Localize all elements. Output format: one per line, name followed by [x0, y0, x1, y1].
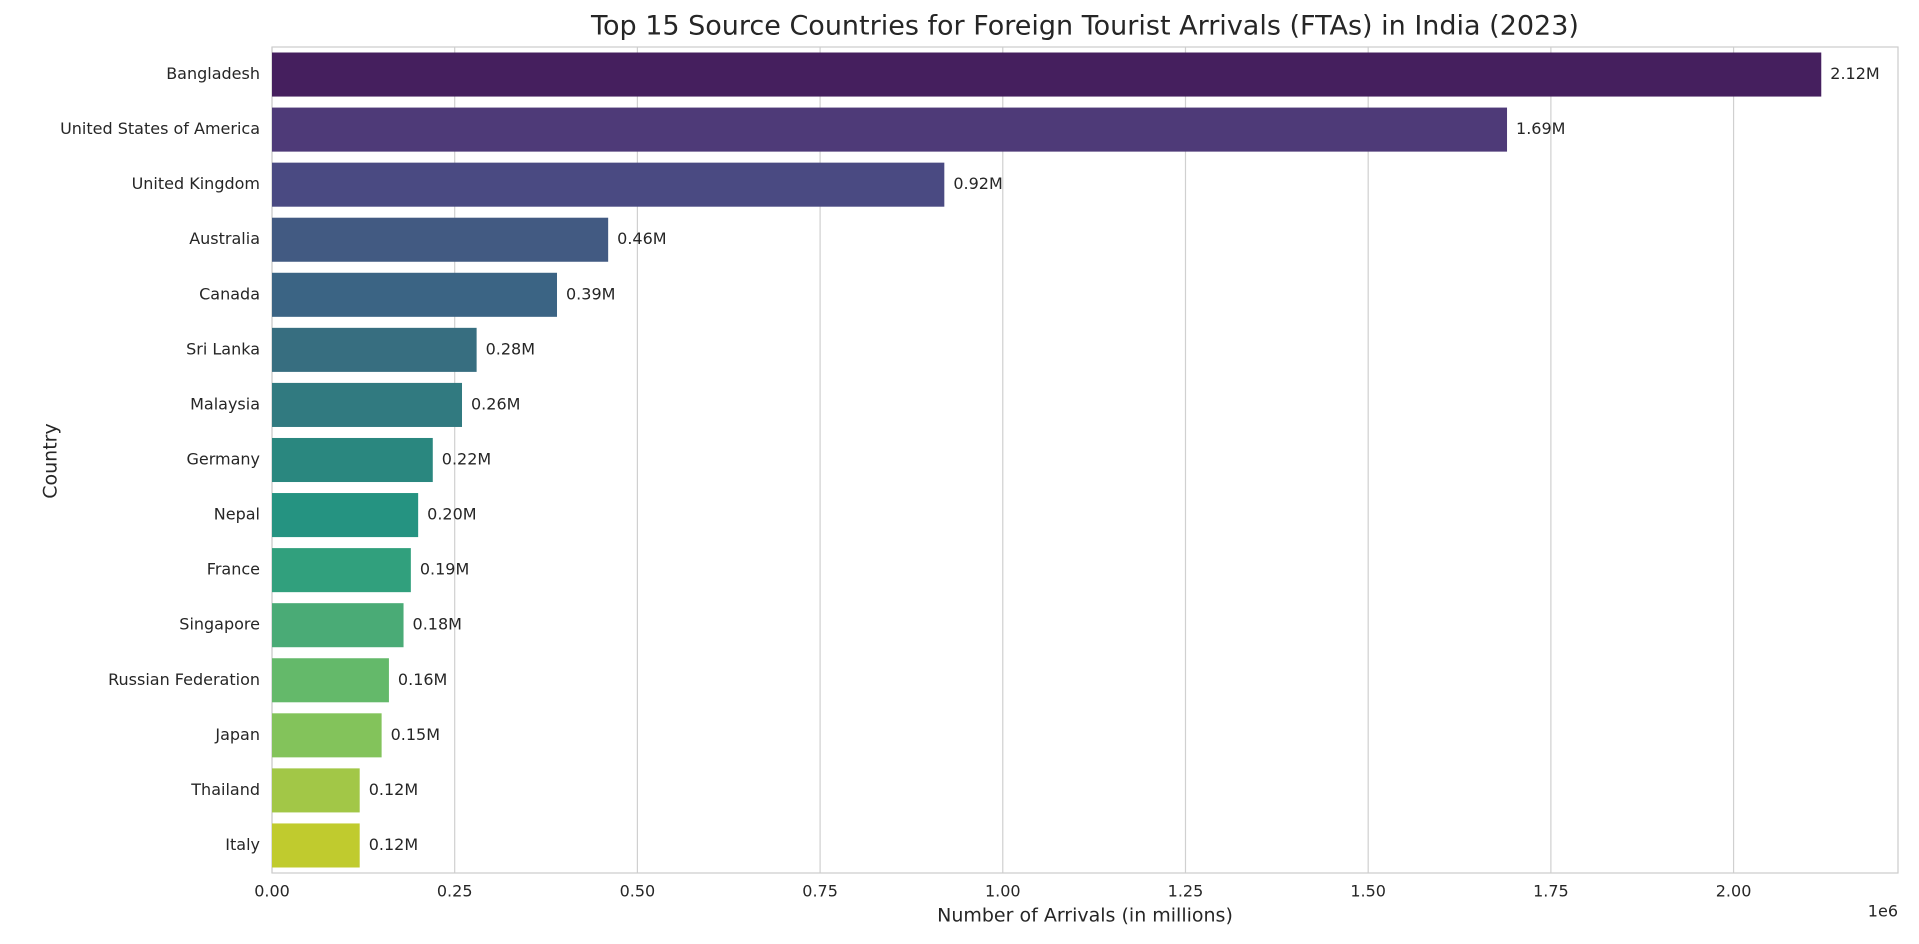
y-tick-label: France	[207, 560, 260, 579]
bar	[272, 603, 404, 648]
value-label: 0.18M	[413, 615, 462, 634]
bar	[272, 272, 558, 317]
value-label: 0.19M	[420, 560, 469, 579]
x-axis-label: Number of Arrivals (in millions)	[937, 905, 1233, 927]
value-label: 0.12M	[369, 835, 418, 854]
value-label: 0.22M	[442, 450, 491, 469]
x-tick-label: 1.25	[1168, 882, 1204, 901]
y-tick-label: Bangladesh	[166, 64, 260, 83]
x-tick-label: 0.50	[620, 882, 656, 901]
y-tick-label: Singapore	[179, 615, 260, 634]
x-offset-label: 1e6	[1868, 902, 1898, 921]
value-label: 2.12M	[1830, 64, 1879, 83]
bar	[272, 823, 360, 868]
value-label: 0.28M	[486, 339, 535, 358]
y-tick-label: Russian Federation	[108, 670, 260, 689]
bar	[272, 382, 463, 427]
x-tick-label: 2.00	[1716, 882, 1752, 901]
value-label: 1.69M	[1516, 119, 1565, 138]
bar	[272, 768, 360, 813]
y-tick-label: Italy	[225, 835, 260, 854]
bar	[272, 437, 433, 483]
y-tick-label: Sri Lanka	[186, 339, 260, 358]
y-tick-label: Nepal	[214, 505, 260, 524]
bar	[272, 327, 477, 372]
y-axis-label: Country	[40, 423, 62, 498]
bar	[272, 658, 389, 703]
value-label: 0.26M	[471, 394, 520, 413]
x-tick-label: 0.75	[802, 882, 838, 901]
bar	[272, 107, 1508, 152]
bar	[272, 52, 1822, 97]
x-tick-label: 1.00	[985, 882, 1021, 901]
x-tick-label: 1.50	[1350, 882, 1386, 901]
y-tick-label: United Kingdom	[132, 174, 260, 193]
y-tick-label: Thailand	[190, 780, 260, 799]
y-tick-label: Germany	[186, 450, 260, 469]
bar	[272, 713, 382, 758]
value-label: 0.39M	[566, 284, 615, 303]
y-tick-label: Malaysia	[190, 394, 260, 413]
y-tick-label: United States of America	[60, 119, 260, 138]
bar	[272, 493, 419, 538]
value-label: 0.16M	[398, 670, 447, 689]
x-tick-label: 0.00	[254, 882, 290, 901]
bar	[272, 217, 609, 262]
value-label: 0.20M	[427, 505, 476, 524]
bar	[272, 548, 411, 593]
value-label: 0.92M	[953, 174, 1002, 193]
y-tick-label: Japan	[214, 725, 260, 744]
x-tick-label: 1.75	[1533, 882, 1569, 901]
value-label: 0.12M	[369, 780, 418, 799]
value-label: 0.46M	[617, 229, 666, 248]
chart-title: Top 15 Source Countries for Foreign Tour…	[590, 11, 1579, 42]
y-tick-label: Canada	[199, 284, 260, 303]
y-tick-label: Australia	[189, 229, 260, 248]
bar	[272, 162, 945, 207]
x-tick-label: 0.25	[437, 882, 473, 901]
value-label: 0.15M	[391, 725, 440, 744]
